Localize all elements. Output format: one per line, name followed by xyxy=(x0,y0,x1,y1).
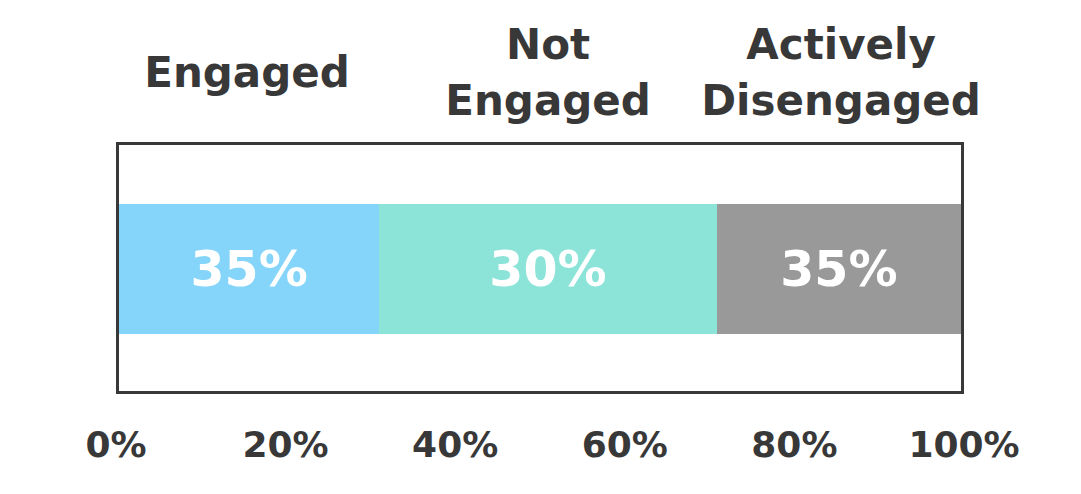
segment-headers: EngagedNotEngagedActivelyDisengaged xyxy=(116,4,964,142)
x-axis-tick-label: 0% xyxy=(85,420,146,470)
x-axis-tick-label: 20% xyxy=(243,420,329,470)
segment-header-1: NotEngaged xyxy=(378,4,718,142)
bar-segment-1: 30% xyxy=(379,204,717,334)
engagement-stacked-bar-chart: EngagedNotEngagedActivelyDisengaged 35%3… xyxy=(0,0,1081,494)
segment-value-label: 35% xyxy=(780,241,897,298)
segment-header-line: Engaged xyxy=(445,73,651,129)
x-axis-tick-label: 80% xyxy=(751,420,837,470)
segment-header-line: Actively xyxy=(746,17,936,73)
segment-header-0: Engaged xyxy=(116,4,378,142)
x-axis-tick-label: 60% xyxy=(582,420,668,470)
bar-segment-2: 35% xyxy=(717,204,961,334)
segment-header-line: Disengaged xyxy=(701,73,981,129)
segment-value-label: 35% xyxy=(190,241,307,298)
x-axis: 0% 20% 40% 60% 80% 100% xyxy=(0,420,1081,474)
x-axis-tick-label: 100% xyxy=(908,420,1019,470)
segment-value-label: 30% xyxy=(489,241,606,298)
segment-header-line: Engaged xyxy=(144,45,350,101)
bar-segment-0: 35% xyxy=(119,204,379,334)
segment-header-line: Not xyxy=(506,17,590,73)
plot-area: 35% 30% 35% xyxy=(116,142,964,394)
segment-header-2: ActivelyDisengaged xyxy=(718,4,964,142)
x-axis-tick-label: 40% xyxy=(412,420,498,470)
stacked-bar: 35% 30% 35% xyxy=(119,204,961,334)
